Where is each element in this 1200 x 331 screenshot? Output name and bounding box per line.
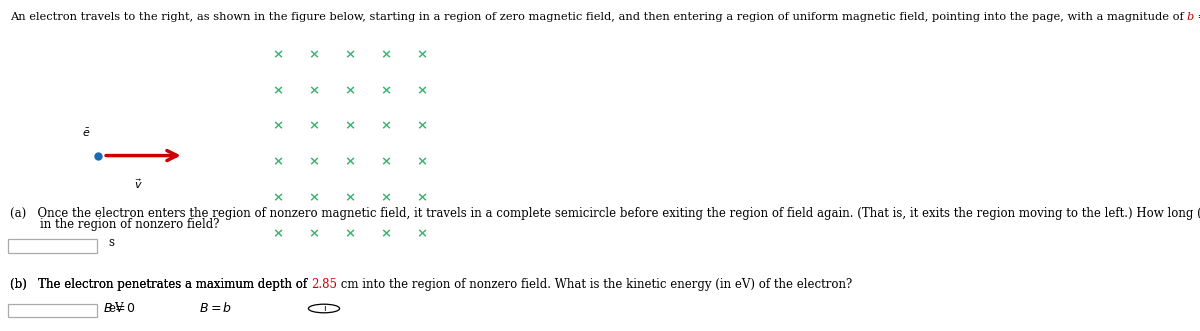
Text: ×: × — [380, 227, 392, 240]
Text: An electron travels to the right, as shown in the figure below, starting in a re: An electron travels to the right, as sho… — [10, 12, 1187, 22]
Text: ×: × — [272, 155, 284, 168]
Text: i: i — [323, 304, 325, 313]
Text: ×: × — [344, 191, 356, 204]
Text: ×: × — [380, 155, 392, 168]
Text: $B=0$: $B=0$ — [103, 302, 137, 315]
Text: eV: eV — [108, 302, 124, 314]
Text: ×: × — [380, 48, 392, 61]
Text: ×: × — [272, 48, 284, 61]
Text: $\vec{v}$: $\vec{v}$ — [133, 177, 143, 191]
Text: 2.85: 2.85 — [311, 278, 337, 291]
Text: ×: × — [416, 155, 428, 168]
Text: ×: × — [344, 84, 356, 97]
Text: ×: × — [344, 227, 356, 240]
Text: (b)   The electron penetrates a maximum depth of: (b) The electron penetrates a maximum de… — [10, 278, 311, 291]
Text: ×: × — [344, 119, 356, 133]
Text: $\bar{e}$: $\bar{e}$ — [83, 126, 90, 138]
Text: ×: × — [380, 84, 392, 97]
Text: ×: × — [272, 191, 284, 204]
Text: (b)   The electron penetrates a maximum depth of: (b) The electron penetrates a maximum de… — [10, 278, 311, 291]
Text: ×: × — [416, 48, 428, 61]
Text: ×: × — [272, 84, 284, 97]
Text: =: = — [1194, 12, 1200, 22]
Text: in the region of nonzero field?: in the region of nonzero field? — [10, 218, 220, 231]
Text: ×: × — [344, 155, 356, 168]
Text: ×: × — [308, 227, 320, 240]
Text: s: s — [108, 237, 114, 250]
Text: ×: × — [308, 155, 320, 168]
Text: ×: × — [308, 119, 320, 133]
Text: (a)   Once the electron enters the region of nonzero magnetic field, it travels : (a) Once the electron enters the region … — [10, 207, 1200, 220]
Text: cm into the region of nonzero field. What is the kinetic energy (in eV) of the e: cm into the region of nonzero field. Wha… — [337, 278, 852, 291]
Text: ×: × — [416, 227, 428, 240]
Text: $B=b$: $B=b$ — [199, 302, 233, 315]
Text: ×: × — [308, 191, 320, 204]
Text: ×: × — [416, 119, 428, 133]
Text: ×: × — [308, 48, 320, 61]
Text: ×: × — [416, 191, 428, 204]
Text: ×: × — [308, 84, 320, 97]
Text: ×: × — [272, 227, 284, 240]
Text: ×: × — [380, 119, 392, 133]
Text: ×: × — [272, 119, 284, 133]
Text: ×: × — [380, 191, 392, 204]
Text: b: b — [1187, 12, 1194, 22]
Text: ×: × — [344, 48, 356, 61]
Text: ×: × — [416, 84, 428, 97]
